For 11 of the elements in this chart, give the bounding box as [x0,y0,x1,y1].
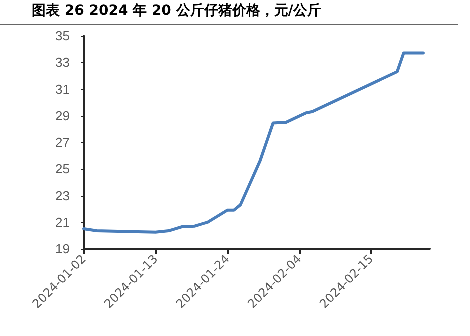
y-tick-label: 29 [56,108,70,124]
line-series [82,52,425,234]
y-tick-label: 33 [56,55,70,70]
y-tick-label: 35 [56,28,70,44]
y-tick-label: 25 [56,162,70,177]
y-tick-label: 27 [56,135,70,150]
y-tick-label: 21 [56,214,70,230]
chart-title: 图表 26 2024 年 20 公斤仔猪价格，元/公斤 [32,2,322,20]
y-tick-label: 23 [56,188,70,204]
y-tick-label: 31 [56,82,70,97]
y-tick-label: 19 [56,242,70,256]
